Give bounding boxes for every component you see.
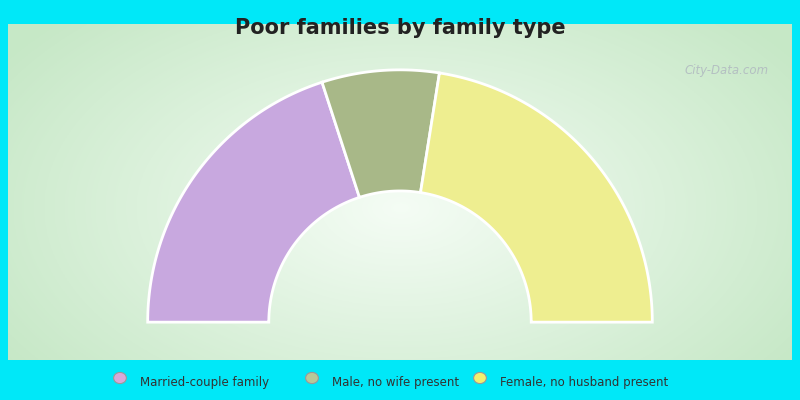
Text: City-Data.com: City-Data.com bbox=[684, 64, 769, 77]
Polygon shape bbox=[322, 70, 439, 197]
Text: Male, no wife present: Male, no wife present bbox=[332, 376, 459, 389]
Text: Married-couple family: Married-couple family bbox=[140, 376, 269, 389]
Text: Female, no husband present: Female, no husband present bbox=[500, 376, 668, 389]
Text: Poor families by family type: Poor families by family type bbox=[234, 18, 566, 38]
Polygon shape bbox=[148, 82, 359, 322]
Polygon shape bbox=[421, 73, 652, 322]
